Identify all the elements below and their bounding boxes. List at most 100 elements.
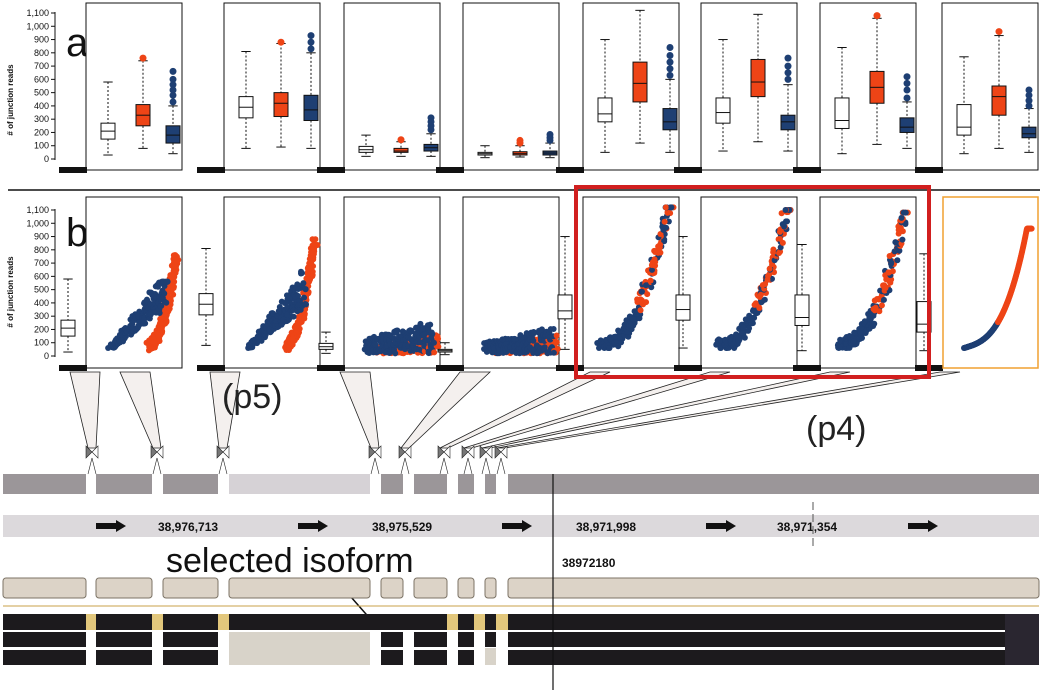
outlier: [277, 38, 285, 46]
junction-connector-lines: [69, 371, 961, 449]
scatter-point: [530, 337, 537, 344]
scatter-point: [740, 324, 747, 331]
junction-tick: [152, 457, 158, 475]
junction-marker: [91, 445, 99, 459]
box: [393, 147, 409, 153]
coordinate-2: 38,975,529: [372, 520, 432, 534]
scatter-point: [308, 263, 315, 270]
panel-a-base-bar: [197, 167, 225, 173]
y-tick-label: 100: [34, 338, 49, 348]
junction-marker: [485, 445, 493, 459]
y-tick-label: 0: [44, 351, 49, 361]
scatter-point: [782, 207, 789, 213]
panel-a-frame: [85, 2, 183, 171]
outlier: [169, 91, 177, 99]
outlier: [903, 86, 911, 94]
selected-isoform-label: selected isoform: [166, 542, 414, 580]
scatter-point: [880, 296, 887, 303]
box: [899, 117, 915, 133]
scatter-point: [294, 281, 301, 288]
junction-wedge: [339, 371, 380, 449]
scatter-point: [135, 323, 142, 330]
scatter-point: [871, 320, 878, 327]
junction-tick: [443, 457, 449, 475]
y-tick-label: 200: [34, 324, 49, 334]
box: [991, 85, 1007, 116]
intron-gap: [447, 632, 458, 665]
scatter-point: [538, 326, 545, 333]
scatter-point: [746, 316, 753, 323]
scatter-point: [861, 318, 868, 325]
scatter-point: [161, 290, 168, 297]
scatter-point: [312, 236, 319, 243]
y-tick-label: 1,100: [26, 8, 49, 18]
outlier: [169, 75, 177, 83]
panel-a-base-bar: [436, 167, 464, 173]
panel-a-base-bar: [674, 167, 702, 173]
panel-a-frame: [582, 2, 680, 171]
panel-a-frame: [462, 2, 560, 171]
y-tick-label: 600: [34, 74, 49, 84]
scatter-point: [161, 309, 168, 316]
panel-b-base-bar: [793, 365, 821, 371]
panel-a-y-axis: 0 100 200 300 400 500 600 700 800 900 1,000 1,100: [26, 8, 56, 164]
coordinate-3: 38,971,998: [576, 520, 636, 534]
box: [632, 61, 648, 103]
isoform-exon-outline: [484, 577, 497, 599]
outlier: [666, 51, 674, 59]
scatter-point: [892, 239, 899, 246]
exon-block: [414, 474, 447, 494]
scatter-point: [157, 303, 164, 310]
scatter-point: [776, 235, 783, 242]
outlier: [784, 75, 792, 83]
scatter-point: [431, 349, 438, 356]
y-tick-label: 700: [34, 258, 49, 268]
isoform-exon-outline: [457, 577, 475, 599]
scatter-point: [642, 282, 649, 289]
skipped-exon-block: [485, 648, 496, 665]
outlier: [139, 54, 147, 62]
box: [273, 92, 289, 118]
box: [780, 114, 796, 131]
panel-a-base-bar: [915, 167, 943, 173]
scatter-point: [295, 286, 302, 293]
panel-b-frame: [942, 197, 1038, 368]
exon-block: [229, 474, 370, 494]
panel-a-frame: [223, 2, 321, 171]
junction-tick: [485, 457, 491, 475]
outlier: [666, 71, 674, 79]
scatter-point: [160, 278, 167, 285]
junction-wedge: [496, 371, 961, 449]
scatter-point: [662, 204, 669, 211]
junction-tick: [91, 457, 97, 475]
junction-tick: [439, 457, 445, 475]
outlier: [427, 114, 435, 122]
intron-gap: [403, 632, 414, 665]
scatter-point: [765, 273, 772, 280]
callout-p4: (p4): [806, 410, 866, 448]
strand-arrow: [96, 520, 126, 532]
junction-marker: [500, 445, 508, 459]
junction-tick: [467, 457, 473, 475]
outlier: [995, 28, 1003, 36]
scatter-point: [427, 321, 434, 328]
junction-tick: [87, 457, 93, 475]
scatter-point: [872, 304, 879, 311]
junction-marker: [85, 445, 93, 459]
strand-arrow: [502, 520, 532, 532]
scatter-point: [483, 348, 490, 355]
intron-gap: [86, 632, 96, 665]
outlier: [1025, 97, 1033, 105]
box: [597, 97, 613, 123]
junction-gap: [218, 614, 229, 630]
y-tick-label: 900: [34, 232, 49, 242]
panel-a-boxplots: [59, 2, 1039, 173]
scatter-point: [647, 277, 654, 284]
scatter-point: [735, 335, 742, 342]
panel-b-base-bar: [674, 365, 702, 371]
highlight-frame-orange: [942, 196, 1039, 369]
exon-block: [96, 474, 152, 494]
scatter-point: [878, 302, 885, 309]
junction-tick: [218, 457, 224, 475]
callout-p5: (p5): [222, 378, 282, 416]
